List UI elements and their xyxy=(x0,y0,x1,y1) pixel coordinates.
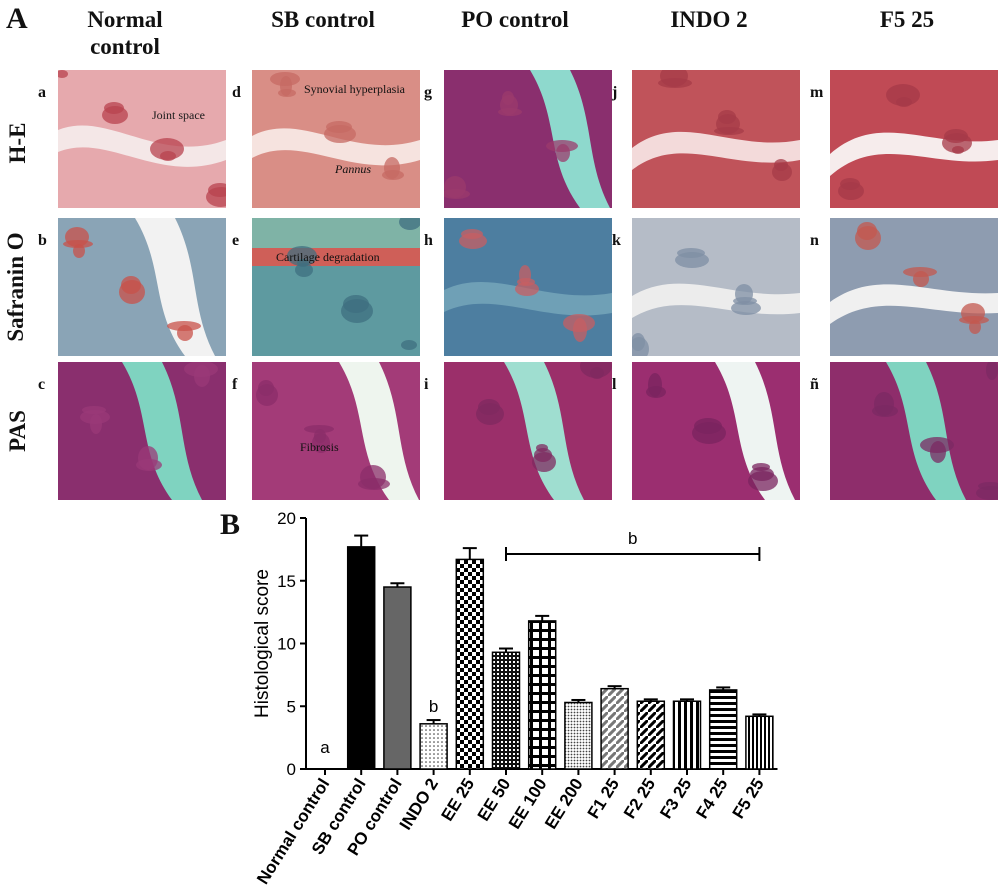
x-tick-label: F3 25 xyxy=(656,775,695,822)
annotation-joint-space: Joint space xyxy=(152,108,205,122)
annotation-pannus: Pannus xyxy=(335,162,371,176)
bar-ee-25 xyxy=(455,558,485,770)
tile-letter-l: l xyxy=(612,376,617,393)
bar-po-control xyxy=(383,586,412,770)
column-header-sb-control: SB control xyxy=(271,7,375,32)
tile-letter-j: j xyxy=(612,84,618,101)
tile-letter-i: i xyxy=(424,376,429,393)
bar-ee-200 xyxy=(564,701,593,770)
bar-f2-25 xyxy=(636,700,666,770)
tile-letter-f: f xyxy=(232,376,238,393)
column-header-normal-control: Normal control xyxy=(60,6,190,60)
tile-letter-g: g xyxy=(424,84,432,101)
tile-letter-a: a xyxy=(38,84,46,101)
tile-letter-n: n xyxy=(810,232,819,249)
bar-f1-25 xyxy=(600,687,629,770)
tile-letter-h: h xyxy=(424,232,433,249)
micrograph-l xyxy=(632,362,800,500)
x-tick-label: EE 25 xyxy=(438,775,479,824)
tile-letter-e: e xyxy=(232,232,240,249)
y-tick-label: 20 xyxy=(277,509,296,528)
micrograph-e xyxy=(252,218,420,356)
bar-f5-25 xyxy=(745,715,774,770)
panel-b-letter: B xyxy=(220,508,241,541)
micrograph-g xyxy=(444,70,612,208)
y-tick-label: 15 xyxy=(277,572,296,591)
x-tick-label: F2 25 xyxy=(620,775,659,822)
significance-letter: a xyxy=(320,738,330,757)
column-header-indo-2: INDO 2 xyxy=(670,7,748,32)
y-tick-label: 10 xyxy=(277,635,296,654)
significance-bracket-label: b xyxy=(628,529,637,548)
micrograph-i xyxy=(444,362,612,500)
annotation-fibrosis: Fibrosis xyxy=(300,440,339,454)
micrograph-ñ xyxy=(830,362,998,500)
micrograph-a xyxy=(58,70,226,208)
panel-a-letter: A xyxy=(6,2,28,35)
x-tick-label: F5 25 xyxy=(729,775,768,822)
x-tick-label: F1 25 xyxy=(584,775,623,822)
significance-letter: b xyxy=(429,697,438,716)
x-tick-label: F4 25 xyxy=(692,775,731,822)
column-header-f5-25: F5 25 xyxy=(879,7,935,32)
tile-letter-m: m xyxy=(810,84,824,101)
annotation-cartilage-degradation: Cartilage degradation xyxy=(276,250,380,264)
y-tick-label: 0 xyxy=(287,760,296,779)
y-axis-label: Histological score xyxy=(252,569,273,718)
bar-ee-50 xyxy=(491,651,521,770)
micrograph-d xyxy=(252,70,420,208)
tile-letter-ñ: ñ xyxy=(810,376,819,393)
tile-letter-k: k xyxy=(612,232,621,249)
column-header-po-control: PO control xyxy=(461,7,569,32)
tile-letter-d: d xyxy=(232,84,241,101)
micrograph-c xyxy=(58,362,226,500)
column-header-normal-control-text: Normal control xyxy=(87,7,163,59)
bar-f3-25 xyxy=(672,700,702,770)
y-tick-label: 5 xyxy=(287,697,296,716)
annotation-synovial-hyperplasia: Synovial hyperplasia xyxy=(304,82,405,96)
micrograph-b xyxy=(58,218,226,356)
micrograph-h xyxy=(444,218,612,356)
bar-ee-100 xyxy=(527,620,557,770)
micrograph-f xyxy=(252,362,420,500)
micrograph-j xyxy=(632,70,800,208)
tile-letter-c: c xyxy=(38,376,46,393)
micrograph-n xyxy=(830,218,998,356)
bar-indo-2 xyxy=(419,723,448,770)
micrograph-k xyxy=(632,218,800,356)
tile-letter-b: b xyxy=(38,232,47,249)
bar-sb-control xyxy=(346,546,376,770)
micrograph-m xyxy=(830,70,998,208)
bar-f4-25 xyxy=(708,689,738,770)
